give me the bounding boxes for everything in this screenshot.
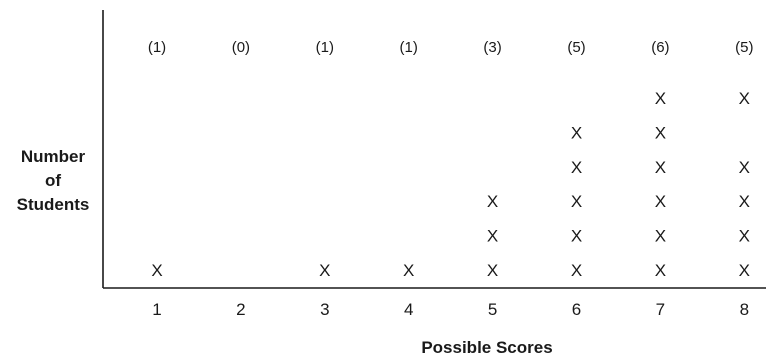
x-mark-score-7-level-6: X <box>655 89 666 108</box>
x-mark-score-7-level-5: X <box>655 123 666 142</box>
count-label-5: (3) <box>483 39 501 56</box>
x-mark-score-6-level-2: X <box>571 227 582 246</box>
count-label-1: (1) <box>148 39 166 56</box>
x-mark-score-6-level-4: X <box>571 158 582 177</box>
x-mark-score-7-level-4: X <box>655 158 666 177</box>
count-labels: (1) (0) (1) (1) (3) (5) (6) (5) <box>148 39 754 56</box>
x-mark-score-5-level-2: X <box>487 227 498 246</box>
x-mark-score-1-level-1: X <box>151 261 162 280</box>
x-tick-label-4: 4 <box>404 300 413 319</box>
x-mark-score-7-level-2: X <box>655 227 666 246</box>
x-mark-score-8-level-4: X <box>739 158 750 177</box>
x-tick-labels: 1 2 3 4 5 6 7 8 <box>152 300 749 319</box>
axes <box>102 10 766 289</box>
x-mark-score-6-level-5: X <box>571 123 582 142</box>
x-mark-score-8-level-6: X <box>739 89 750 108</box>
x-tick-label-2: 2 <box>236 300 245 319</box>
x-mark-score-8-level-2: X <box>739 227 750 246</box>
count-label-8: (5) <box>735 39 753 56</box>
x-tick-label-8: 8 <box>740 300 749 319</box>
count-label-6: (5) <box>567 39 585 56</box>
x-tick-label-3: 3 <box>320 300 329 319</box>
x-mark-score-8-level-1: X <box>739 261 750 280</box>
count-label-4: (1) <box>400 39 418 56</box>
count-label-3: (1) <box>316 39 334 56</box>
x-tick-label-7: 7 <box>656 300 665 319</box>
x-axis-label: Possible Scores <box>421 338 552 357</box>
count-label-7: (6) <box>651 39 669 56</box>
x-mark-score-6-level-1: X <box>571 261 582 280</box>
x-tick-label-5: 5 <box>488 300 497 319</box>
count-label-2: (0) <box>232 39 250 56</box>
y-axis-label-line-2: of <box>45 171 61 190</box>
x-mark-score-3-level-1: X <box>319 261 330 280</box>
x-mark-score-7-level-3: X <box>655 192 666 211</box>
x-tick-label-1: 1 <box>152 300 161 319</box>
x-tick-label-6: 6 <box>572 300 581 319</box>
x-mark-score-4-level-1: X <box>403 261 414 280</box>
x-mark-score-5-level-3: X <box>487 192 498 211</box>
x-mark-score-6-level-3: X <box>571 192 582 211</box>
y-axis-label-line-3: Students <box>17 195 90 214</box>
y-axis-label-line-1: Number <box>21 147 86 166</box>
x-mark-score-8-level-3: X <box>739 192 750 211</box>
x-mark-score-7-level-1: X <box>655 261 666 280</box>
x-mark-score-5-level-1: X <box>487 261 498 280</box>
